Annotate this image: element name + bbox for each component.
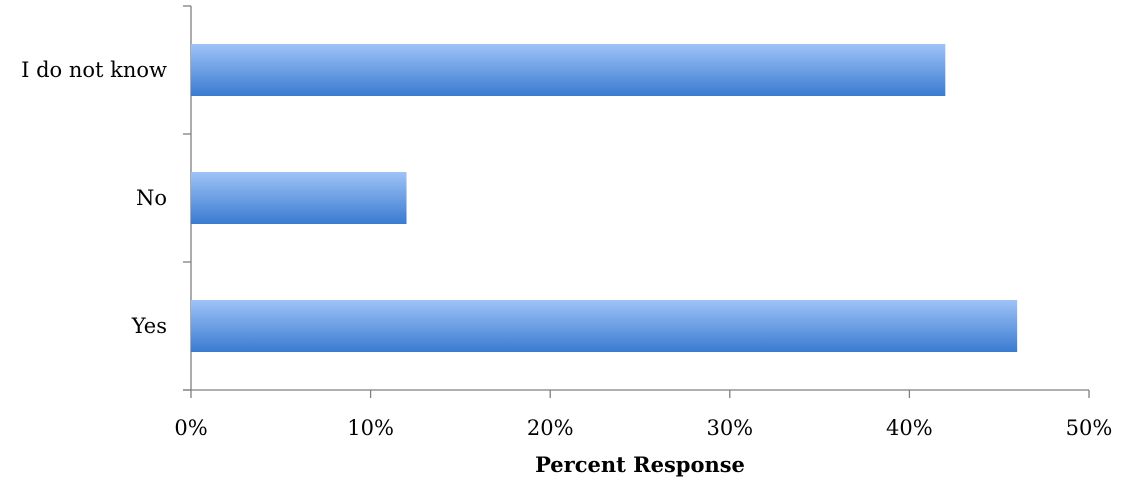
x-tick-label: 20% bbox=[527, 416, 574, 440]
x-tick-label: 30% bbox=[706, 416, 753, 440]
x-tick-label: 50% bbox=[1066, 416, 1113, 440]
category-label: Yes bbox=[131, 314, 167, 338]
bar-no bbox=[191, 172, 407, 224]
x-tick-label: 0% bbox=[174, 416, 207, 440]
x-tick-label: 40% bbox=[886, 416, 933, 440]
x-tick-label: 10% bbox=[347, 416, 394, 440]
bar-i-do-not-know bbox=[191, 44, 946, 96]
category-label: No bbox=[136, 186, 167, 210]
bar-yes bbox=[191, 300, 1018, 352]
x-axis-title: Percent Response bbox=[535, 452, 745, 477]
category-label: I do not know bbox=[21, 58, 167, 82]
